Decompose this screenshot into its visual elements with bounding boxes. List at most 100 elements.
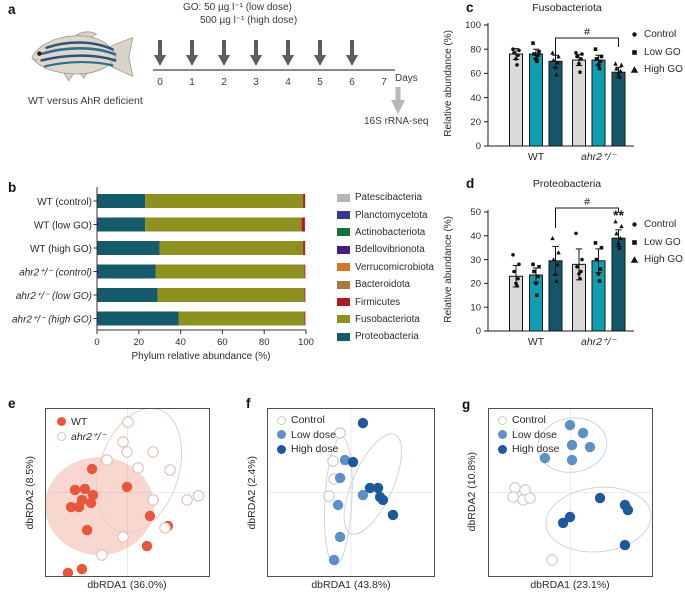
dose-label-line1: GO: 50 µg l⁻¹ (low dose)	[183, 2, 292, 13]
scatter-point	[62, 567, 74, 577]
legend-label: Proteobacteria	[355, 331, 419, 343]
legend-swatch-icon	[337, 280, 350, 289]
legend-item: Bdellovibrionota	[337, 241, 434, 258]
timeline-day-label: 6	[349, 77, 355, 88]
stacked-bar-chart: WT (control) WT (low GO) WT (high GO) ahr2⁺…	[12, 187, 314, 348]
b-bar-segment	[157, 288, 305, 302]
legend-item: ahr2⁺/⁻	[57, 429, 106, 444]
scatter-point	[117, 531, 129, 543]
sample-point	[550, 235, 555, 241]
legend-swatch-icon	[337, 193, 350, 202]
b-x-tick-label: 60	[217, 337, 228, 348]
bar	[509, 53, 523, 147]
scatter-point	[334, 531, 346, 543]
sample-point	[535, 59, 539, 64]
legend-item: Planctomycetota	[337, 206, 434, 223]
sample-point	[514, 57, 518, 61]
y-tick-label: 60	[470, 69, 481, 80]
b-category-label: WT (high GO)	[30, 244, 92, 255]
legend-label: ahr2⁺/⁻	[71, 430, 107, 443]
fusobacteriota-bar-chart: 0 20 40 60 80 100 WT ahr2⁺/⁻ #	[465, 20, 634, 163]
sample-point	[613, 219, 618, 224]
bar	[611, 71, 626, 147]
legend-label: Actinobacteriota	[355, 226, 426, 238]
scatter-point-icon	[498, 415, 507, 425]
significance-bracket	[555, 207, 619, 228]
sample-point	[535, 293, 539, 298]
dose-arrow-head-icon	[218, 55, 230, 66]
scatter-point-icon	[277, 430, 286, 440]
legend-item: Low GO	[630, 44, 683, 62]
legend-item: High GO	[630, 61, 683, 79]
panel-label-d: d	[466, 176, 475, 191]
sample-point	[515, 283, 519, 288]
sample-point	[537, 264, 541, 269]
b-bar-segment	[97, 217, 146, 232]
scatter-point	[132, 462, 144, 474]
group-label: ahr2⁺/⁻	[581, 336, 617, 348]
b-bar-segment	[304, 264, 306, 279]
y-tick-label: 30	[470, 255, 481, 266]
b-x-tick-label: 80	[259, 337, 270, 348]
sample-point	[555, 60, 560, 65]
sample-point	[598, 267, 603, 271]
b-bar-segment	[155, 264, 305, 279]
sample-point	[512, 51, 516, 55]
e-y-axis-label: dbRDA2 (8.5%)	[24, 456, 36, 530]
sample-point	[555, 262, 560, 267]
sample-point	[599, 245, 604, 250]
dose-arrow-head-icon	[154, 55, 166, 66]
scatter-point-icon	[57, 432, 66, 441]
legend-item: High dose	[277, 442, 338, 457]
legend-label: Fusobacteriota	[355, 313, 420, 325]
y-tick-label: 0	[476, 326, 481, 337]
y-tick-label: 80	[470, 44, 481, 55]
sample-point	[577, 272, 581, 276]
sample-point	[550, 50, 555, 55]
legend-item: Bacteroidota	[337, 276, 434, 293]
scatter-point	[566, 454, 578, 466]
b-category-label: ahr2⁺/⁻ (low GO)	[16, 291, 92, 302]
scatter-point	[101, 454, 113, 466]
d-legend: Control Low GO High GO	[630, 216, 683, 269]
dose-arrow-head-icon	[250, 55, 262, 66]
sample-point	[594, 57, 599, 61]
scatter-point-icon	[498, 444, 507, 454]
scatter-point	[564, 419, 576, 431]
scatter-point	[619, 539, 631, 551]
plot-border	[488, 408, 653, 577]
dose-arrow-icon	[222, 40, 226, 56]
y-tick-label: 50	[470, 207, 481, 218]
b-bar-segment	[97, 194, 146, 208]
scatter-point-icon	[277, 444, 286, 454]
scatter-point	[622, 504, 634, 516]
timeline-day-label: 2	[221, 77, 227, 88]
scatter-point	[121, 446, 133, 458]
b-bar-segment	[304, 311, 306, 326]
e-x-axis-label: dbRDA1 (36.0%)	[87, 579, 167, 591]
sample-point	[536, 53, 540, 58]
timeline-day-label: 0	[157, 77, 163, 88]
f-x-axis-label: dbRDA1 (43.8%)	[311, 579, 391, 591]
dbrda-scatter-ahr2-dose	[488, 408, 653, 577]
sample-point	[531, 41, 535, 45]
legend-label: Low GO	[644, 236, 681, 248]
scatter-point	[122, 416, 134, 428]
sample-point	[619, 223, 624, 229]
sample-point	[553, 271, 558, 276]
scatter-point	[377, 494, 389, 506]
sample-point	[614, 231, 619, 236]
b-x-tick-label: 100	[298, 337, 314, 348]
b-bar-segment	[97, 264, 156, 279]
scatter-point	[81, 524, 93, 536]
legend-label: Low dose	[291, 428, 336, 441]
legend-swatch-icon	[337, 211, 350, 220]
sample-point	[553, 65, 558, 70]
cluster-ellipse	[537, 417, 608, 473]
legend-item: Control	[498, 413, 559, 428]
sample-point	[578, 70, 582, 74]
sample-point	[577, 61, 581, 66]
b-bar-segment	[145, 194, 304, 208]
fish-caption: WT versus AhR deficient	[28, 95, 143, 107]
